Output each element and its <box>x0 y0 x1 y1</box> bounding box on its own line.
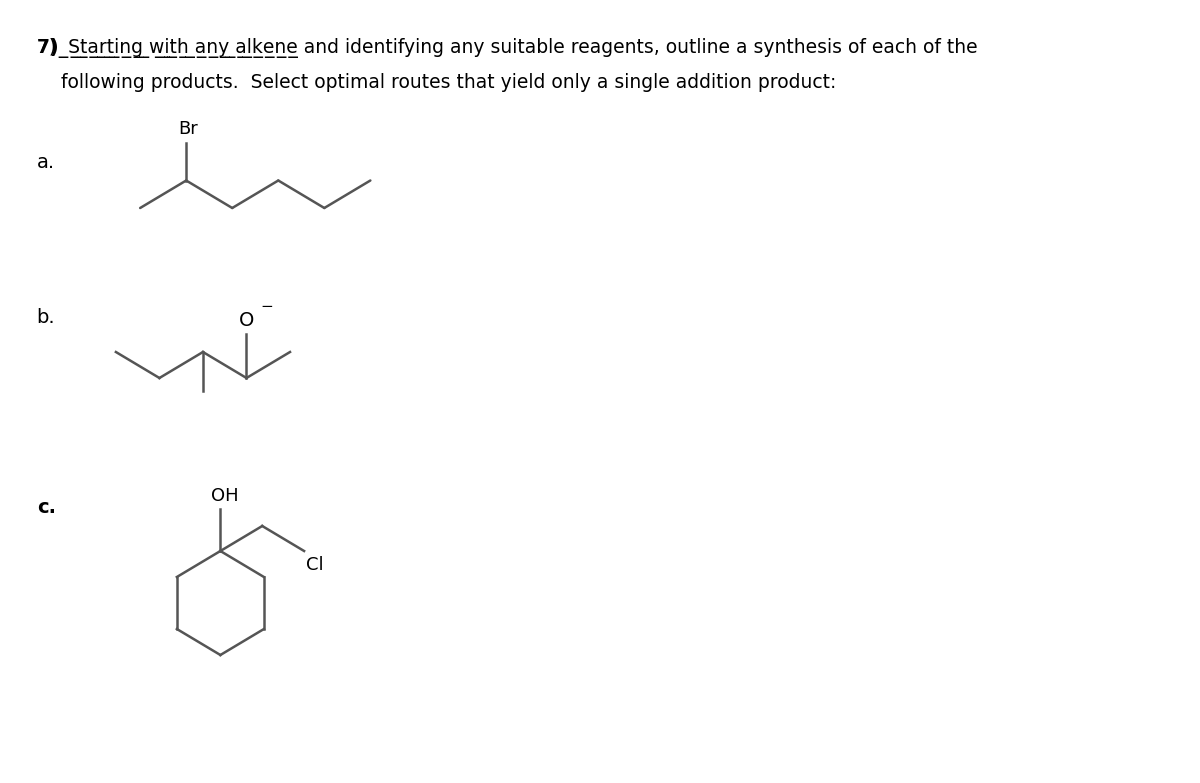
Text: Br: Br <box>179 121 198 139</box>
Text: OH: OH <box>211 487 239 505</box>
Text: following products.  Select optimal routes that yield only a single addition pro: following products. Select optimal route… <box>37 73 836 92</box>
Text: −: − <box>260 299 272 314</box>
Text: b.: b. <box>37 308 55 327</box>
Text: 7): 7) <box>37 38 71 57</box>
Text: O: O <box>239 311 254 330</box>
Text: a.: a. <box>37 153 55 172</box>
Text: c.: c. <box>37 498 55 517</box>
Text: 7)  ̲S̲t̲a̲r̲t̲i̲n̲g̲ ̲w̲i̲t̲h̲ ̲a̲n̲y̲ ̲a̲l̲k̲e̲n̲e̲ and identifying any suitab: 7) ̲S̲t̲a̲r̲t̲i̲n̲g̲ ̲w̲i̲t̲h̲ ̲a̲n̲y̲ ̲… <box>37 38 977 58</box>
Text: Cl: Cl <box>306 556 324 574</box>
